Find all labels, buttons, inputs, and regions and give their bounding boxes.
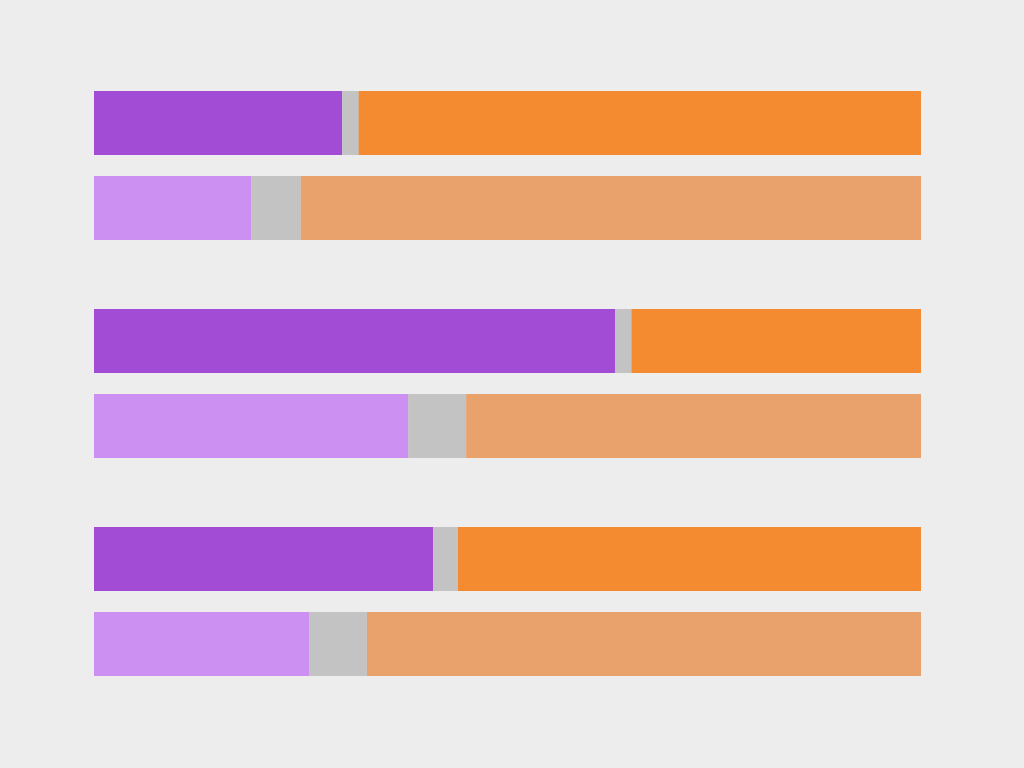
bar-segment-gray-g2-b1 (615, 309, 632, 373)
bar-segment-gray-g2-b2 (408, 394, 467, 458)
bar-segment-orange-g2-b1 (631, 309, 921, 373)
bar-segment-gray-g3-b1 (433, 527, 458, 591)
bar-segment-orange-g3-b1 (457, 527, 921, 591)
bar-segment-orange-g1-b2 (300, 176, 921, 240)
bar-group-2 (94, 309, 921, 458)
bar-segment-purple-g1-b2 (94, 176, 252, 240)
bar-segment-orange-g1-b1 (358, 91, 921, 155)
bar-segment-orange-g3-b2 (366, 612, 921, 676)
bar-segment-purple-g1-b1 (94, 91, 343, 155)
bar-segment-gray-g3-b2 (309, 612, 367, 676)
bar-segment-gray-g1-b1 (342, 91, 359, 155)
bar-groups (94, 91, 921, 676)
bar-segment-purple-g2-b1 (94, 309, 616, 373)
bar-segment-purple-g3-b2 (94, 612, 310, 676)
bar-segment-orange-g2-b2 (466, 394, 921, 458)
bar-group-3 (94, 527, 921, 676)
bar-segment-gray-g1-b2 (251, 176, 301, 240)
bar-segment-purple-g2-b2 (94, 394, 409, 458)
bar-segment-purple-g3-b1 (94, 527, 434, 591)
bar-group-1 (94, 91, 921, 240)
